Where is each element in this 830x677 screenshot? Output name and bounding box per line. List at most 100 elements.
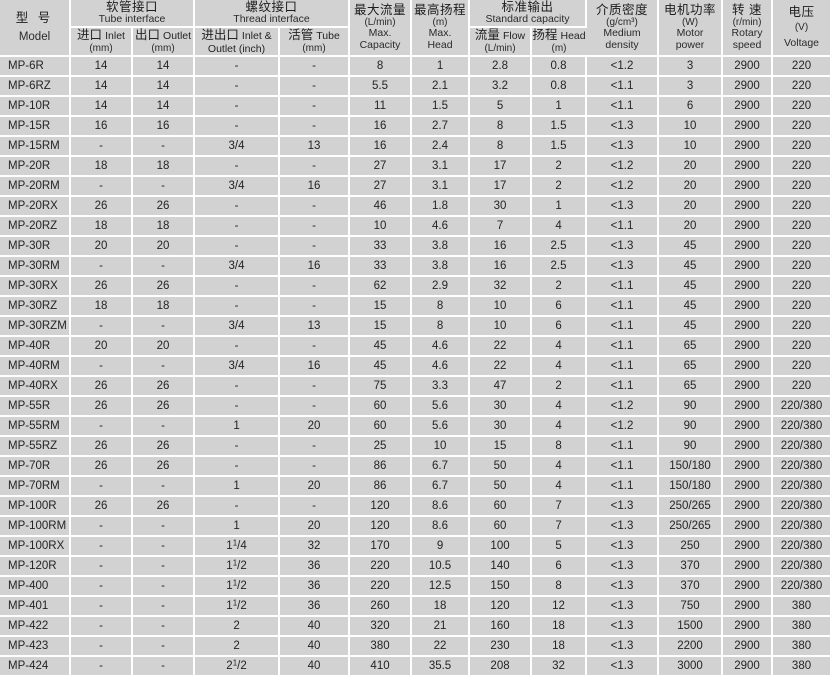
cell-voltage_v: 220 xyxy=(772,315,830,337)
cell-medium_density_gcm3: <1.3 xyxy=(586,115,660,137)
cell-motor_power_w: 10 xyxy=(658,115,724,137)
cell-voltage_v: 220 xyxy=(772,195,830,217)
cell-thread_tube_mm: 36 xyxy=(279,575,351,597)
cell-std_head_m: 0.8 xyxy=(531,75,588,97)
cell-thread_tube_mm: - xyxy=(279,155,351,177)
cell-voltage_v: 220 xyxy=(772,215,830,237)
cell-tube_inlet_mm: - xyxy=(70,615,133,637)
cell-medium_density_gcm3: <1.1 xyxy=(586,95,660,117)
cell-std_head_m: 4 xyxy=(531,215,588,237)
cell-max_capacity_lmin: 45 xyxy=(349,335,413,357)
cell-std_head_m: 1.5 xyxy=(531,115,588,137)
cell-thread_tube_mm: 40 xyxy=(279,635,351,657)
cell-tube_outlet_mm: - xyxy=(132,175,196,197)
cell-motor_power_w: 250 xyxy=(658,535,724,557)
cell-model: MP-40R xyxy=(0,335,71,357)
cell-tube_outlet_mm: 26 xyxy=(132,375,196,397)
cell-std_flow_lmin: 160 xyxy=(469,615,533,637)
cell-medium_density_gcm3: <1.1 xyxy=(586,275,660,297)
cell-thread_tube_mm: - xyxy=(279,115,351,137)
cell-model: MP-10R xyxy=(0,95,71,117)
cell-rotary_speed_rmin: 2900 xyxy=(722,415,774,437)
cell-tube_outlet_mm: 20 xyxy=(132,235,196,257)
header-standard-capacity-en: Standard capacity xyxy=(485,13,570,25)
cell-max_capacity_lmin: 120 xyxy=(349,495,413,517)
cell-model: MP-30RZ xyxy=(0,295,71,317)
cell-rotary_speed_rmin: 2900 xyxy=(722,395,774,417)
cell-tube_inlet_mm: 14 xyxy=(70,95,133,117)
header-std-flow-en: Flow xyxy=(502,30,526,43)
cell-motor_power_w: 90 xyxy=(658,415,724,437)
cell-thread_tube_mm: - xyxy=(279,435,351,457)
cell-thread_tube_mm: - xyxy=(279,395,351,417)
cell-motor_power_w: 20 xyxy=(658,175,724,197)
cell-medium_density_gcm3: <1.1 xyxy=(586,475,660,497)
cell-std_flow_lmin: 8 xyxy=(469,135,533,157)
cell-thread_inlet_outlet_inch: - xyxy=(194,495,281,517)
table-row: MP-55RM - -1 20 60 5.6 30 4 <1.2 90 2900 220/380 xyxy=(0,415,830,437)
header-tube-outlet-cn: 出口 xyxy=(134,28,160,43)
cell-motor_power_w: 10 xyxy=(658,135,724,157)
cell-thread_tube_mm: 16 xyxy=(279,175,351,197)
cell-voltage_v: 220 xyxy=(772,175,830,197)
cell-thread_inlet_outlet_inch: - xyxy=(194,395,281,417)
header-voltage-en: Voltage xyxy=(783,37,820,49)
cell-model: MP-424 xyxy=(0,655,71,677)
cell-max_head_m: 21 xyxy=(411,615,471,637)
cell-thread_inlet_outlet_inch: - xyxy=(194,55,281,77)
cell-tube_inlet_mm: - xyxy=(70,535,133,557)
table-row: MP-70RM - -1 20 86 6.7 50 4 <1.1 150/180 2900 220/3… xyxy=(0,475,830,497)
header-std-head-cn: 扬程 xyxy=(532,28,558,43)
cell-rotary_speed_rmin: 2900 xyxy=(722,475,774,497)
cell-medium_density_gcm3: <1.1 xyxy=(586,375,660,397)
cell-thread_tube_mm: 20 xyxy=(279,475,351,497)
cell-tube_inlet_mm: 18 xyxy=(70,295,133,317)
cell-thread_inlet_outlet_inch: 3/4 xyxy=(194,315,281,337)
cell-thread_tube_mm: - xyxy=(279,215,351,237)
cell-max_capacity_lmin: 62 xyxy=(349,275,413,297)
cell-max_capacity_lmin: 16 xyxy=(349,115,413,137)
cell-std_flow_lmin: 60 xyxy=(469,515,533,537)
cell-thread_tube_mm: 16 xyxy=(279,255,351,277)
cell-model: MP-423 xyxy=(0,635,71,657)
cell-model: MP-15RM xyxy=(0,135,71,157)
cell-tube_inlet_mm: 26 xyxy=(70,195,133,217)
cell-max_capacity_lmin: 60 xyxy=(349,415,413,437)
table-row: MP-6RZ 14 14- -5.5 2.1 3.2 0.8 <1.1 3 2900 220 xyxy=(0,75,830,97)
cell-std_flow_lmin: 150 xyxy=(469,575,533,597)
cell-rotary_speed_rmin: 2900 xyxy=(722,455,774,477)
header-thread-inlet-outlet-label: 进出口 Inlet & xyxy=(195,28,278,43)
header-rotary-speed-en: Rotary xyxy=(731,27,763,40)
cell-thread_inlet_outlet_inch: 1 xyxy=(194,475,281,497)
cell-thread_tube_mm: - xyxy=(279,95,351,117)
header-rotary-speed-en2: speed xyxy=(732,38,762,51)
cell-std_flow_lmin: 30 xyxy=(469,415,533,437)
cell-thread_tube_mm: - xyxy=(279,495,351,517)
cell-max_capacity_lmin: 86 xyxy=(349,455,413,477)
cell-max_head_m: 6.7 xyxy=(411,475,471,497)
header-row-sub: 进口 Inlet (mm) 出口 Outlet (mm) 进出口 Inlet &… xyxy=(0,26,830,57)
table-row: MP-15R 16 16- -16 2.7 8 1.5 <1.3 10 2900 220 xyxy=(0,115,830,137)
cell-rotary_speed_rmin: 2900 xyxy=(722,235,774,257)
cell-thread_tube_mm: - xyxy=(279,235,351,257)
cell-model: MP-20RM xyxy=(0,175,71,197)
header-max-capacity-unit: (L/min) xyxy=(364,16,396,28)
cell-std_flow_lmin: 30 xyxy=(469,195,533,217)
cell-tube_inlet_mm: 18 xyxy=(70,155,133,177)
cell-thread_tube_mm: - xyxy=(279,275,351,297)
table-row: MP-100R 26 26- -120 8.6 60 7 <1.3 250/265 2900 220… xyxy=(0,495,830,517)
cell-std_flow_lmin: 15 xyxy=(469,435,533,457)
cell-model: MP-40RX xyxy=(0,375,71,397)
cell-medium_density_gcm3: <1.1 xyxy=(586,435,660,457)
cell-motor_power_w: 150/180 xyxy=(658,475,724,497)
cell-motor_power_w: 3000 xyxy=(658,655,724,677)
cell-motor_power_w: 250/265 xyxy=(658,495,724,517)
cell-max_head_m: 3.8 xyxy=(411,235,471,257)
cell-model: MP-20R xyxy=(0,155,71,177)
cell-tube_outlet_mm: - xyxy=(132,615,196,637)
cell-max_head_m: 3.3 xyxy=(411,375,471,397)
cell-max_capacity_lmin: 33 xyxy=(349,235,413,257)
cell-tube_inlet_mm: 18 xyxy=(70,215,133,237)
cell-voltage_v: 220 xyxy=(772,155,830,177)
cell-std_head_m: 8 xyxy=(531,575,588,597)
